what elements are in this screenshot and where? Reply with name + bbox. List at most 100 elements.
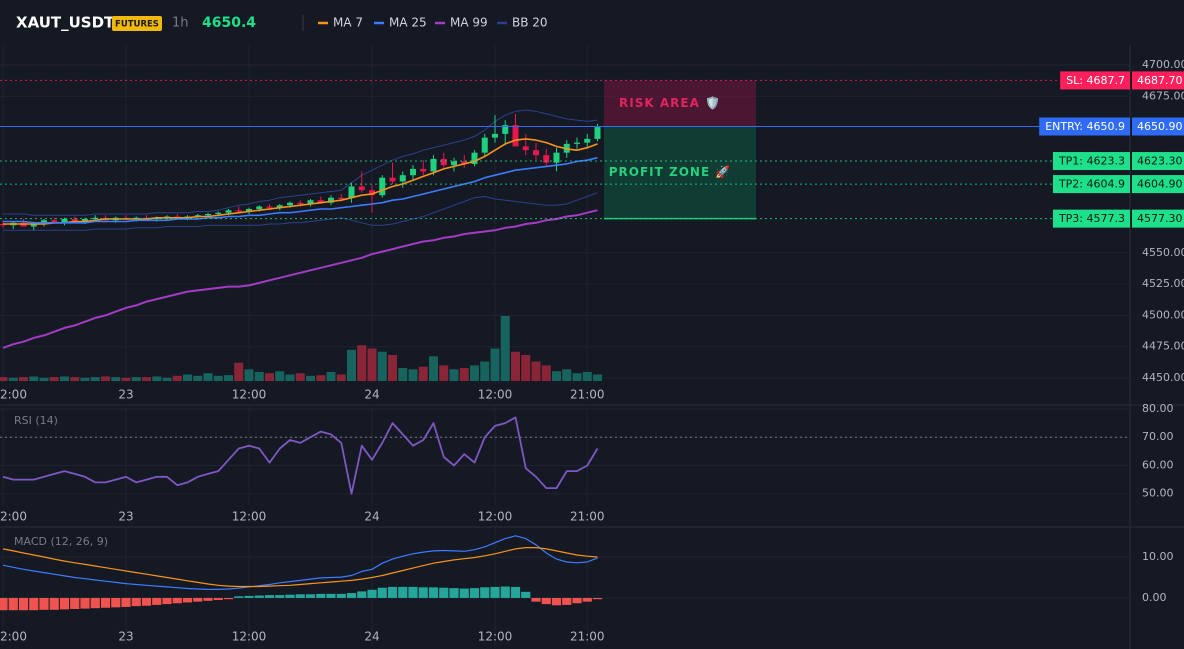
histogram-bar [336, 593, 346, 598]
volume-bar [60, 376, 69, 381]
volume-bar [480, 361, 490, 381]
level-tag: TP2: 4604.9 [1058, 178, 1125, 191]
candle-body [225, 210, 232, 213]
candle-body [338, 197, 345, 199]
level-tag-bg [1060, 71, 1130, 90]
volume-bar [275, 371, 285, 381]
volume-bar [295, 373, 305, 381]
level-price-bg [1132, 209, 1184, 228]
y-tick-label: 4675.00 [1142, 89, 1184, 102]
x-tick-label: 21:00 [570, 630, 605, 644]
candle-body [379, 177, 386, 196]
candle-body [410, 168, 416, 176]
candle-body [51, 220, 58, 223]
volume-bar [470, 365, 479, 381]
volume-bar [8, 377, 18, 381]
histogram-bar [316, 593, 326, 598]
y-tick-label: 0.00 [1142, 591, 1167, 604]
volume-bar [357, 345, 367, 381]
bb-upper [3, 109, 598, 216]
level-price-bg [1132, 175, 1184, 194]
badge: FUTURES [115, 20, 159, 30]
histogram-bar [100, 597, 111, 608]
histogram-bar [469, 588, 480, 598]
volume-bar [80, 377, 90, 381]
level-tag: TP1: 4623.3 [1058, 155, 1125, 168]
histogram-bar [193, 597, 203, 602]
x-tick-label: 12:00 [232, 630, 267, 644]
signal-line [2, 547, 598, 588]
y-tick-label: 4500.00 [1142, 308, 1184, 321]
volume-bar [490, 348, 500, 381]
histogram-bar [264, 595, 275, 598]
candle-body [440, 158, 447, 166]
histogram-bar [346, 593, 357, 598]
volume-bar [418, 366, 428, 381]
volume-bar [541, 365, 551, 381]
candle-body [451, 161, 457, 166]
y-tick-label: 4700.00 [1142, 58, 1184, 71]
histogram-bar [39, 597, 49, 610]
x-tick-label: 23 [118, 388, 133, 402]
histogram-bar [111, 597, 121, 608]
y-tick-label: 50.00 [1142, 487, 1174, 500]
histogram-bar [572, 597, 582, 604]
x-tick-label: 24 [364, 388, 379, 402]
level-price-bg [1132, 152, 1184, 171]
level-price-bg [1132, 71, 1184, 90]
level-tag-bg [1052, 209, 1130, 228]
pane-title: MACD (12, 26, 9) [14, 535, 108, 548]
histogram-bar [131, 597, 141, 607]
volume-bar [326, 371, 336, 381]
histogram-bar [367, 589, 377, 598]
histogram-bar [18, 597, 29, 611]
histogram-bar [305, 594, 316, 598]
x-tick-label: 2:00 [0, 388, 27, 402]
volume-bar [572, 373, 582, 381]
histogram-bar [223, 597, 234, 600]
histogram-bar [531, 597, 541, 602]
candle-body [328, 197, 334, 203]
y-tick-label: 70.00 [1142, 430, 1174, 443]
histogram-bar [541, 597, 551, 605]
ma-line [3, 156, 598, 224]
level-tag-bg [1052, 152, 1130, 171]
candle-body [266, 206, 273, 208]
candle-body [348, 186, 355, 198]
candle-body [61, 219, 68, 223]
volume-bar [203, 373, 213, 381]
zone-label: PROFIT ZONE 🚀 [609, 165, 732, 179]
histogram-bar [582, 597, 592, 602]
volume-bar [254, 371, 264, 381]
volume-bar [398, 368, 408, 381]
legend-label: MA 25 [389, 16, 427, 30]
volume-bar [511, 351, 520, 381]
candle-body [512, 125, 519, 147]
zone [604, 126, 756, 219]
volume-bar [162, 377, 172, 381]
x-tick-label: 23 [118, 630, 133, 644]
y-tick-label: 4475.00 [1142, 340, 1184, 353]
histogram-bar [592, 597, 603, 600]
histogram-bar [234, 596, 244, 598]
volume-bar [234, 362, 244, 381]
volume-bar [90, 377, 100, 381]
level-tag-bg [1052, 175, 1130, 194]
y-tick-label: 4550.00 [1142, 246, 1184, 259]
x-tick-label: 24 [364, 510, 379, 524]
volume-bar [172, 375, 182, 381]
candle-body [471, 152, 478, 164]
candle-body [369, 190, 375, 196]
candle-body [430, 158, 437, 172]
candle-body [594, 127, 601, 139]
level-tag: TP3: 4577.3 [1058, 212, 1125, 225]
bb-lower [3, 192, 598, 231]
histogram-bar [254, 595, 264, 598]
candle-body [522, 146, 529, 151]
histogram-bar [244, 595, 254, 598]
histogram-bar [49, 597, 59, 610]
volume-bar [531, 361, 541, 381]
candle-body [574, 142, 580, 144]
macd-line [2, 535, 598, 590]
